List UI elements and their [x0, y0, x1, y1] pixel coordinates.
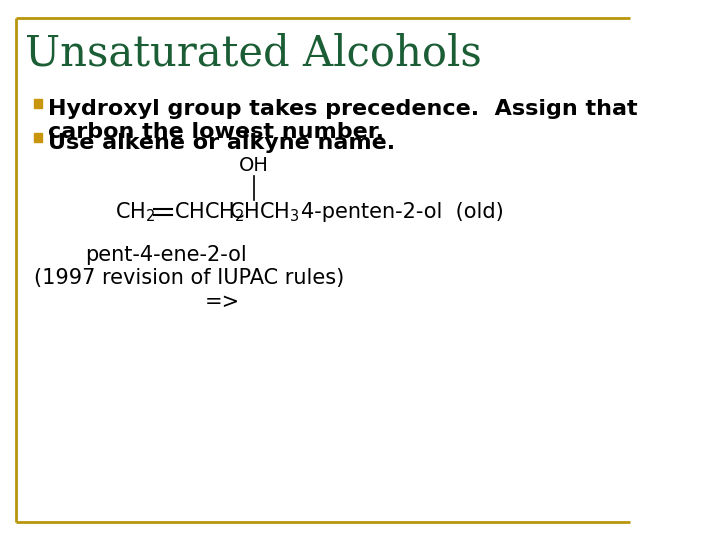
- Bar: [34, 133, 42, 142]
- Text: $\mathsf{CHCH_3}$: $\mathsf{CHCH_3}$: [229, 200, 300, 224]
- Text: 4-penten-2-ol  (old): 4-penten-2-ol (old): [301, 202, 503, 222]
- Text: Hydroxyl group takes precedence.  Assign that: Hydroxyl group takes precedence. Assign …: [48, 99, 638, 119]
- Text: Unsaturated Alcohols: Unsaturated Alcohols: [25, 32, 482, 74]
- Text: $\mathsf{CHCH_2}$: $\mathsf{CHCH_2}$: [174, 200, 245, 224]
- Text: $\mathsf{CH_2}$: $\mathsf{CH_2}$: [115, 200, 156, 224]
- Bar: [34, 99, 42, 108]
- Text: OH: OH: [239, 156, 269, 175]
- Text: pent-4-ene-2-ol: pent-4-ene-2-ol: [85, 245, 247, 265]
- Text: (1997 revision of IUPAC rules): (1997 revision of IUPAC rules): [34, 268, 344, 288]
- Text: Use alkene or alkyne name.: Use alkene or alkyne name.: [48, 133, 395, 153]
- Text: carbon the lowest number.: carbon the lowest number.: [48, 122, 384, 142]
- Text: =>: =>: [205, 292, 240, 312]
